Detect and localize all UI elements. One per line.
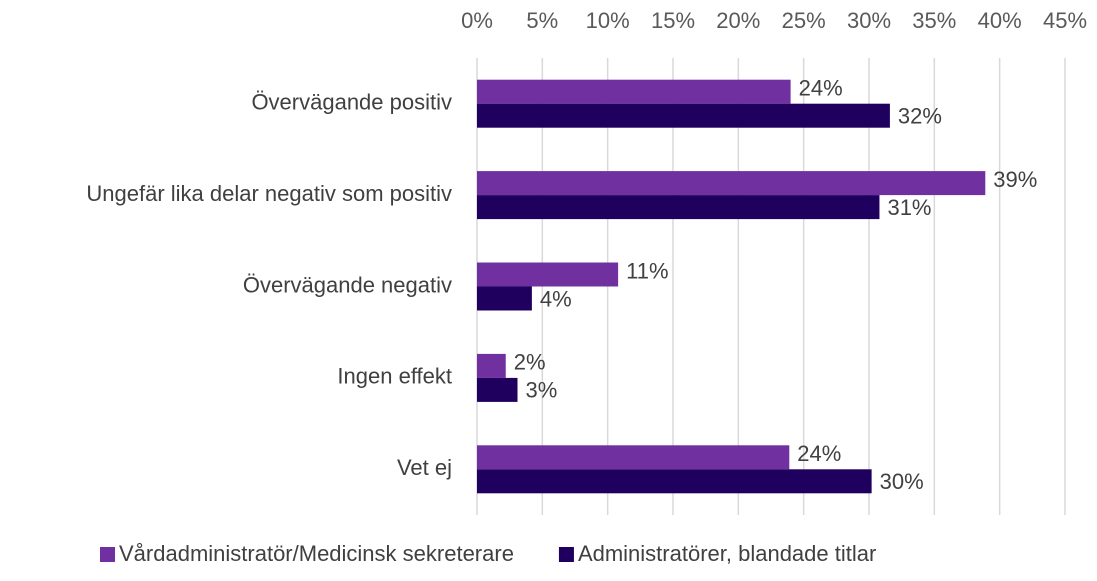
bar	[477, 103, 890, 128]
bar	[477, 171, 986, 196]
data-label: 39%	[993, 167, 1037, 192]
y-tick-label: Övervägande negativ	[243, 272, 452, 297]
y-tick-label: Vet ej	[397, 455, 452, 480]
bar	[477, 353, 506, 378]
data-label: 11%	[626, 258, 668, 283]
bar	[477, 262, 619, 287]
x-tick-label: 25%	[782, 8, 826, 33]
x-tick-label: 20%	[716, 8, 760, 33]
y-tick-label: Övervägande positiv	[251, 90, 452, 115]
data-label: 24%	[799, 76, 843, 101]
x-tick-label: 10%	[586, 8, 630, 33]
data-label: 32%	[898, 104, 942, 129]
x-tick-label: 5%	[526, 8, 558, 33]
data-label: 4%	[540, 286, 572, 311]
data-label: 2%	[514, 350, 546, 375]
bar	[477, 79, 791, 104]
bar	[477, 195, 880, 220]
x-tick-label: 0%	[461, 8, 493, 33]
legend-swatch	[100, 547, 115, 562]
x-tick-label: 45%	[1043, 8, 1087, 33]
x-tick-label: 40%	[978, 8, 1022, 33]
legend-label: Vårdadministratör/Medicinsk sekreterare	[119, 541, 514, 566]
legend-label: Administratörer, blandade titlar	[578, 541, 876, 566]
bar	[477, 445, 790, 470]
x-tick-label: 35%	[912, 8, 956, 33]
y-tick-label: Ingen effekt	[337, 364, 452, 389]
x-tick-label: 30%	[847, 8, 891, 33]
data-label: 3%	[526, 378, 558, 403]
data-label: 30%	[880, 469, 924, 494]
data-label: 24%	[797, 441, 841, 466]
legend-swatch	[558, 547, 574, 562]
y-tick-label: Ungefär lika delar negativ som positiv	[86, 181, 452, 206]
bar	[477, 286, 532, 311]
bar	[477, 469, 872, 494]
bar	[477, 377, 518, 402]
data-label: 31%	[887, 195, 931, 220]
x-tick-label: 15%	[651, 8, 695, 33]
